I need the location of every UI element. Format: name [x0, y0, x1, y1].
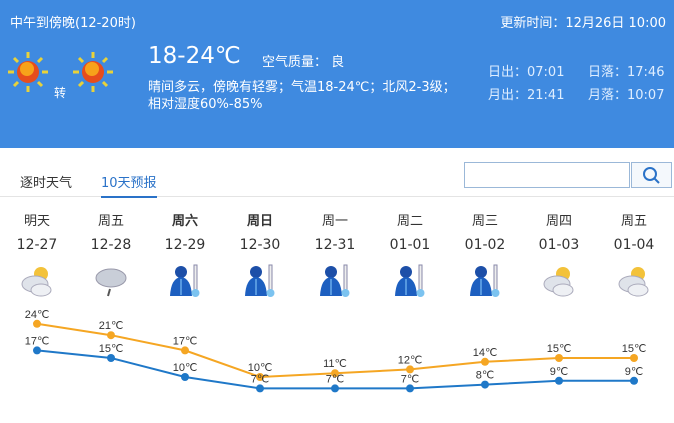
high-temp-point	[181, 346, 189, 355]
search-button[interactable]	[631, 162, 672, 188]
sunny-icon	[73, 52, 113, 92]
forecast-date: 01-04	[613, 237, 655, 253]
high-temp-point	[33, 319, 41, 328]
forecast-day: 周二	[396, 214, 423, 229]
high-temp-point	[107, 331, 115, 340]
cold-icon	[320, 264, 350, 297]
high-temp-point	[555, 354, 563, 362]
sunny-icon	[8, 52, 48, 92]
high-temp-label: 15℃	[547, 343, 572, 355]
low-temp-point	[107, 354, 115, 362]
cold-icon	[470, 264, 500, 297]
temperature-range: 18-24℃	[148, 43, 241, 69]
forecast-date: 01-01	[389, 237, 431, 253]
transition-label: 转	[54, 86, 67, 100]
high-temp-label: 21℃	[99, 320, 124, 332]
light-rain-icon	[95, 268, 127, 297]
tab-10-day[interactable]: 10天预报	[101, 172, 157, 198]
forecast-date: 12-28	[90, 237, 132, 253]
forecast-date: 01-02	[464, 237, 506, 253]
high-temp-label: 17℃	[173, 335, 198, 347]
high-temp-label: 10℃	[248, 362, 273, 374]
current-weather-panel: 中午到傍晚(12-20时) 更新时间：12月26日 10:00 转 18-24℃…	[0, 0, 674, 148]
forecast-date: 12-31	[314, 237, 356, 253]
low-temp-point	[256, 384, 264, 393]
update-time: 更新时间：12月26日 10:00	[500, 16, 666, 31]
low-temp-label: 10℃	[173, 362, 198, 374]
low-temp-label: 7℃	[401, 373, 419, 385]
low-temp-label: 7℃	[251, 373, 269, 385]
partly-cloudy-icon	[21, 267, 52, 297]
forecast-day: 周三	[471, 214, 498, 229]
low-temp-label: 7℃	[326, 373, 344, 385]
forecast-day: 周日	[246, 214, 273, 229]
forecast-date: 12-29	[164, 237, 206, 253]
air-quality: 空气质量： 良	[262, 55, 345, 70]
high-temp-point	[331, 369, 339, 378]
low-temp-point	[331, 384, 339, 393]
moonset: 月落：10:07	[588, 88, 665, 103]
search-input[interactable]	[464, 162, 630, 188]
forecast-day: 周六	[171, 214, 198, 229]
low-temp-point	[33, 346, 41, 355]
humidity: 相对湿度60%-85%	[148, 97, 263, 112]
high-temp-label: 15℃	[622, 343, 647, 355]
cold-icon	[170, 264, 200, 297]
low-temp-label: 9℃	[550, 366, 568, 378]
high-temp-label: 24℃	[25, 309, 50, 321]
low-temp-label: 8℃	[476, 370, 494, 382]
low-temp-label: 15℃	[99, 343, 124, 355]
high-temp-label: 14℃	[473, 347, 498, 359]
high-temp-label: 12℃	[398, 354, 423, 366]
forecast-day: 周一	[321, 214, 348, 229]
high-temp-point	[406, 365, 414, 374]
high-temp-line	[36, 322, 634, 379]
low-temp-label: 9℃	[625, 366, 643, 378]
low-temp-point	[406, 384, 414, 393]
high-temp-point	[256, 373, 264, 381]
low-temp-point	[630, 376, 638, 385]
weather-description: 晴间多云，傍晚有轻雾；气温18-24℃；北风2-3级；	[148, 80, 456, 95]
period-label: 中午到傍晚(12-20时)	[10, 16, 136, 31]
cold-icon	[245, 264, 275, 297]
high-temp-label: 11℃	[323, 358, 347, 370]
forecast-date: 12-30	[239, 237, 281, 253]
sunset: 日落：17:46	[588, 65, 665, 80]
sunrise: 日出：07:01	[488, 65, 565, 80]
moonrise: 月出：21:41	[488, 88, 565, 103]
low-temp-point	[181, 373, 189, 381]
partly-cloudy-icon	[543, 267, 574, 297]
low-temp-label: 17℃	[25, 335, 50, 347]
tab-hourly[interactable]: 逐时天气	[20, 176, 73, 191]
forecast-date: 01-03	[538, 237, 580, 253]
low-temp-line	[36, 349, 634, 390]
forecast-day: 明天	[23, 214, 50, 229]
high-temp-point	[630, 354, 638, 362]
search-icon	[643, 167, 660, 184]
forecast-day: 周五	[620, 214, 647, 229]
low-temp-point	[481, 380, 489, 389]
forecast-date: 12-27	[16, 237, 58, 253]
tab-bar: 逐时天气 10天预报	[0, 150, 674, 198]
high-temp-point	[481, 357, 489, 366]
forecast-day: 周五	[97, 214, 124, 229]
forecast-day: 周四	[545, 214, 572, 229]
cold-icon	[395, 264, 425, 297]
low-temp-point	[555, 376, 563, 385]
partly-cloudy-icon	[618, 267, 649, 297]
